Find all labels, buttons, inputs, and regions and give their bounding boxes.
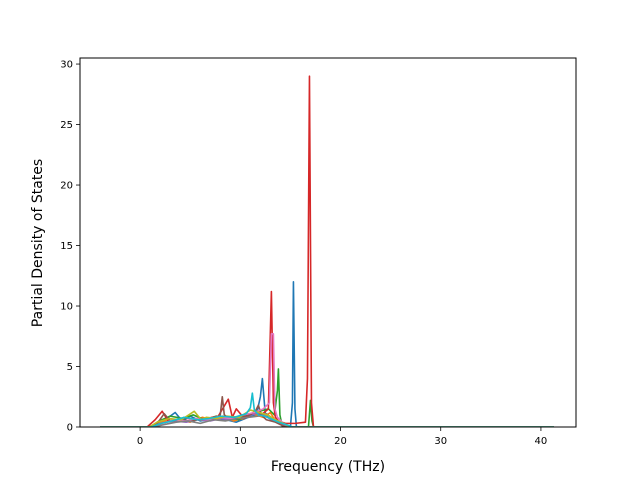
plot-frame xyxy=(79,57,577,428)
y-tick-label: 15 xyxy=(60,241,73,252)
series-line-1 xyxy=(100,281,554,427)
y-axis-ticks: 0 5 10 15 20 25 30 xyxy=(60,60,80,434)
y-tick-label: 10 xyxy=(60,302,73,313)
x-tick-label: 40 xyxy=(535,436,548,447)
x-tick-label: 20 xyxy=(334,436,347,447)
y-tick-label: 25 xyxy=(60,120,73,131)
series-line-6 xyxy=(100,395,554,427)
y-tick-label: 20 xyxy=(60,181,73,192)
series-line-10 xyxy=(100,392,554,427)
x-axis-ticks: 0 10 20 30 40 xyxy=(137,427,547,447)
y-tick-label: 30 xyxy=(60,60,73,71)
series-line-9 xyxy=(100,409,554,427)
series-layer xyxy=(100,75,554,427)
y-tick-label: 0 xyxy=(67,423,73,434)
x-axis-title: Frequency (THz) xyxy=(271,459,385,475)
x-tick-label: 30 xyxy=(434,436,447,447)
y-axis-title: Partial Density of States xyxy=(30,159,46,327)
x-tick-label: 10 xyxy=(234,436,247,447)
x-tick-label: 0 xyxy=(137,436,143,447)
y-tick-label: 5 xyxy=(67,362,73,373)
